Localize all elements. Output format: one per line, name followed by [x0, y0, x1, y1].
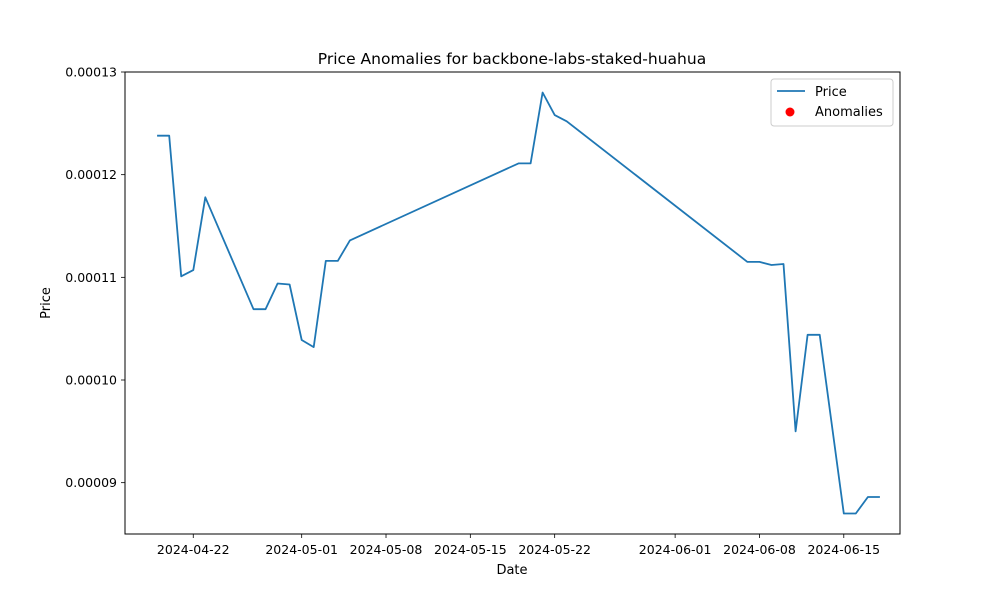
plot-area	[125, 72, 900, 534]
x-tick-label: 2024-05-15	[434, 542, 507, 557]
y-tick-label: 0.00012	[65, 167, 117, 182]
x-tick-label: 2024-05-22	[518, 542, 591, 557]
y-tick-label: 0.00011	[65, 270, 117, 285]
x-tick-label: 2024-06-08	[723, 542, 796, 557]
x-axis-label: Date	[496, 563, 527, 578]
x-tick-label: 2024-04-22	[157, 542, 230, 557]
legend: Price Anomalies	[770, 78, 894, 127]
y-tick-label: 0.00009	[65, 475, 117, 490]
legend-label-price: Price	[815, 85, 847, 100]
x-tick-label: 2024-06-01	[639, 542, 712, 557]
plot-frame	[124, 71, 901, 535]
x-tick-label: 2024-05-01	[265, 542, 338, 557]
y-tick-label: 0.00010	[65, 373, 117, 388]
y-axis: 0.00009 0.00010 0.00011 0.00012 0.00013	[65, 65, 125, 490]
price-line	[157, 91, 880, 515]
x-tick-label: 2024-05-08	[350, 542, 423, 557]
y-tick-label: 0.00013	[65, 65, 117, 80]
legend-marker-swatch	[785, 107, 795, 117]
y-axis-label: Price	[39, 287, 54, 319]
x-tick-label: 2024-06-15	[807, 542, 880, 557]
x-axis: 2024-04-22 2024-05-01 2024-05-08 2024-05-15…	[157, 534, 880, 557]
legend-label-anomalies: Anomalies	[815, 105, 883, 120]
series-layer	[157, 91, 880, 515]
chart-title: Price Anomalies for backbone-labs-staked…	[318, 50, 706, 68]
